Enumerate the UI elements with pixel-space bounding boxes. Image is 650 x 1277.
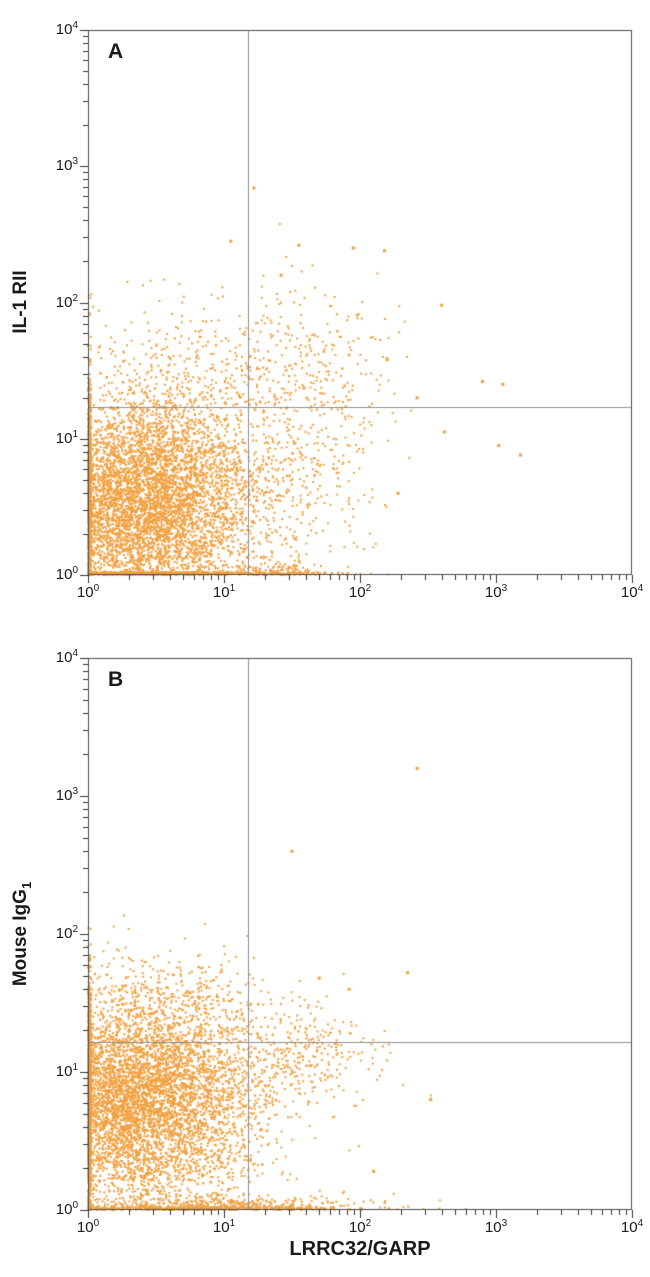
y-tick-label: 100 <box>55 1200 78 1218</box>
y-tick-label: 100 <box>55 565 78 583</box>
x-tick-label: 102 <box>348 1218 372 1236</box>
panel-b: Mouse IgG1 B LRRC32/GARP 100 101 102 103 104… <box>0 628 650 1277</box>
y-tick-label: 103 <box>55 156 78 175</box>
y-tick-label: 101 <box>55 1062 78 1080</box>
panel-b-plot-canvas <box>0 628 650 1277</box>
panel-a-plot-canvas <box>0 0 650 628</box>
x-tick-label: 104 <box>620 1218 644 1236</box>
x-tick-label: 103 <box>484 1218 508 1236</box>
panel-label-a: A <box>108 40 124 63</box>
x-tick-label: 101 <box>212 1218 236 1236</box>
y-tick-label: 103 <box>55 786 78 804</box>
y-tick-label: 102 <box>55 924 78 942</box>
y-tick-label: 104 <box>55 20 78 38</box>
x-axis-title: LRRC32/GARP <box>289 1238 431 1260</box>
x-tick-label: 102 <box>348 583 372 601</box>
y-tick-label: 101 <box>55 428 78 447</box>
y-tick-label: 104 <box>55 648 78 666</box>
x-tick-label: 104 <box>620 583 644 601</box>
panel-label-b: B <box>108 668 124 691</box>
y-axis-title-a: IL-1 RII <box>10 270 32 334</box>
y-axis-title-b: Mouse IgG1 <box>10 881 34 987</box>
panel-a: IL-1 RII A 100 101 102 103 104 100 101 102 103 10… <box>0 0 650 628</box>
x-tick-label: 103 <box>484 583 508 601</box>
x-tick-label: 100 <box>76 1218 100 1236</box>
x-tick-label: 101 <box>212 583 236 601</box>
x-tick-label: 100 <box>76 583 100 601</box>
y-tick-label: 102 <box>55 292 78 311</box>
